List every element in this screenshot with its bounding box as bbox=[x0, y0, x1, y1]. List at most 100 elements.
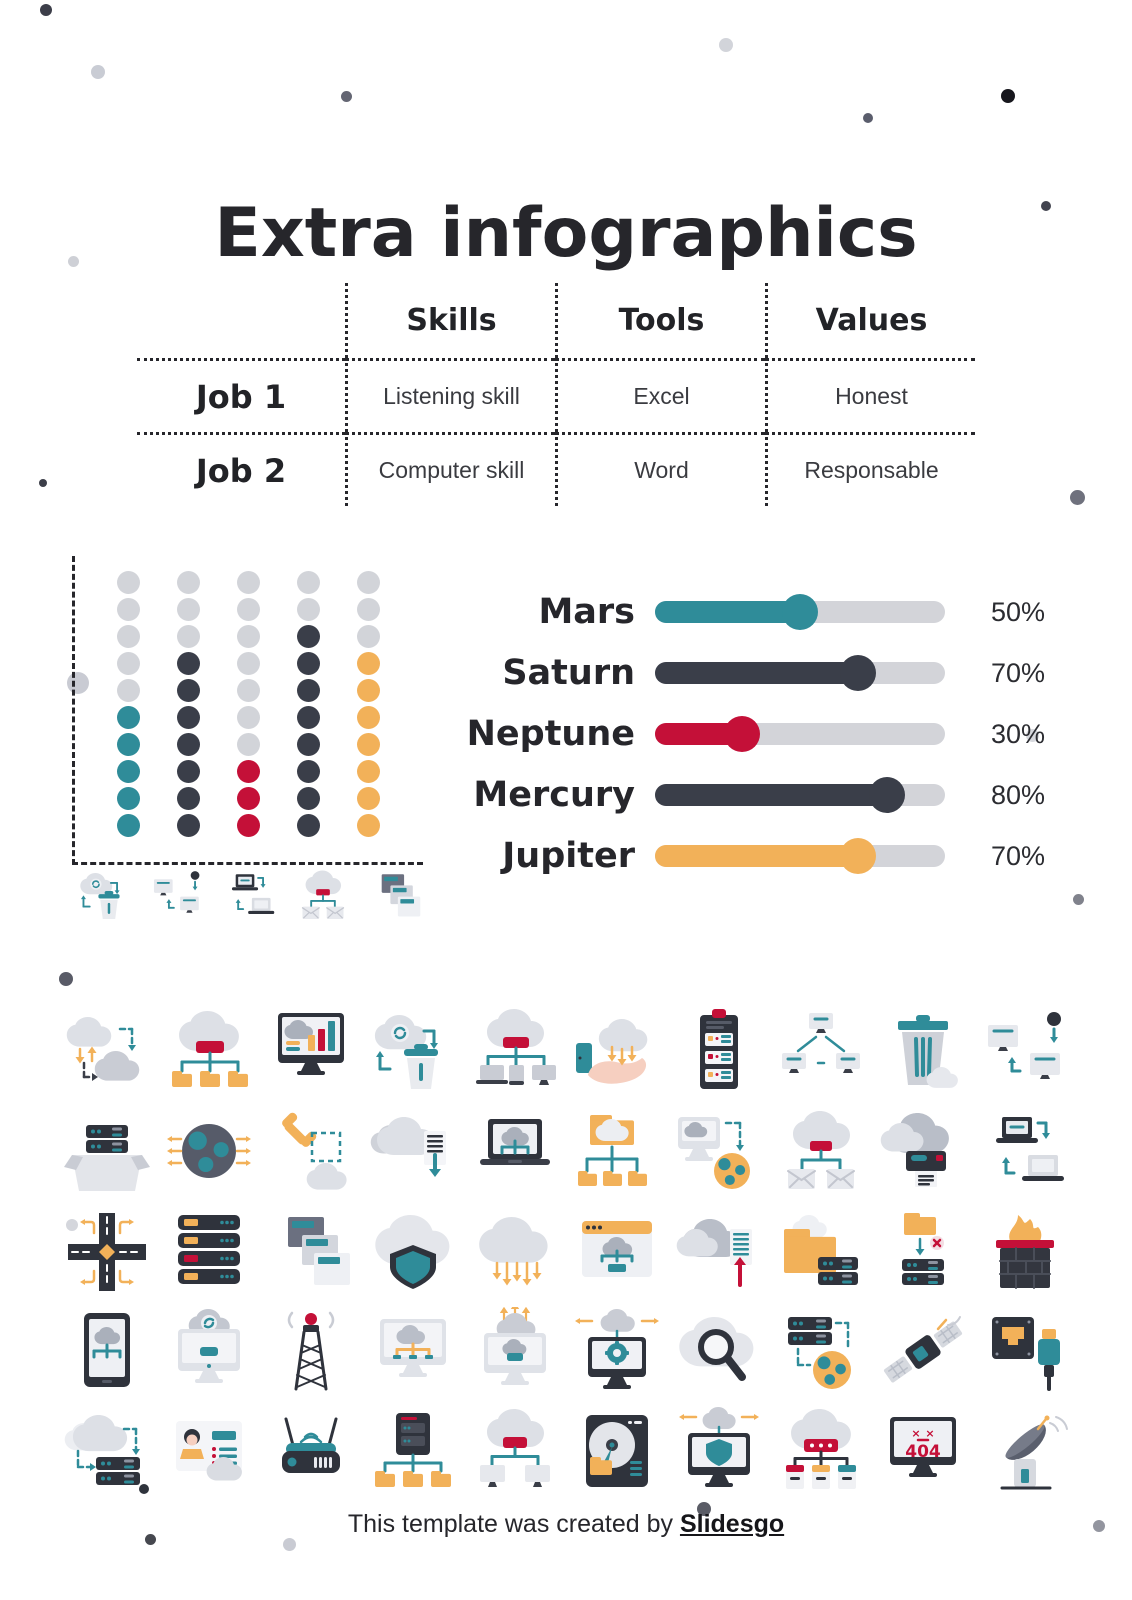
server-unboxing-icon bbox=[62, 1107, 152, 1197]
mini-cloud-mail-tree-icon bbox=[295, 868, 351, 929]
footer-text: This template was created by bbox=[347, 1510, 680, 1538]
tablet-cloud-network-icon bbox=[62, 1307, 152, 1397]
matrix-dot bbox=[116, 733, 140, 757]
slider-track[interactable] bbox=[655, 716, 945, 752]
matrix-dot bbox=[296, 651, 320, 675]
slider-fill bbox=[655, 601, 800, 623]
matrix-dot bbox=[176, 733, 200, 757]
matrix-dot bbox=[356, 624, 380, 648]
decorative-dot bbox=[1073, 894, 1084, 905]
matrix-dot bbox=[296, 678, 320, 702]
matrix-dot bbox=[236, 733, 260, 757]
table-header-skills: Skills bbox=[345, 283, 555, 358]
slider-track[interactable] bbox=[655, 594, 945, 630]
slider-knob[interactable] bbox=[840, 655, 876, 691]
firewall-fire-icon bbox=[980, 1207, 1070, 1297]
table-cell-job1-values: Honest bbox=[765, 358, 975, 432]
matrix-dot bbox=[236, 570, 260, 594]
mini-cloud-sync-trash-icon bbox=[76, 868, 132, 929]
slider-row-mercury: Mercury 80% bbox=[430, 773, 1071, 817]
decorative-dot bbox=[145, 1534, 156, 1545]
slider-fill bbox=[655, 784, 887, 806]
slider-fill bbox=[655, 845, 858, 867]
slider-value: 70% bbox=[991, 657, 1046, 688]
laptops-sync-icon bbox=[980, 1107, 1070, 1197]
matrix-dot bbox=[176, 706, 200, 729]
page-title: Extra infographics bbox=[214, 193, 918, 273]
matrix-dot bbox=[116, 760, 140, 784]
matrix-dot bbox=[296, 760, 320, 784]
matrix-dot bbox=[236, 814, 260, 838]
table-cell-job2-skills: Computer skill bbox=[345, 432, 555, 506]
decorative-dot bbox=[1093, 1520, 1105, 1532]
cloud-exchange-icon bbox=[62, 1007, 152, 1097]
table-cell-job1-skills: Listening skill bbox=[345, 358, 555, 432]
slider-knob[interactable] bbox=[840, 838, 876, 874]
matrix-dot bbox=[116, 678, 140, 702]
monitor-shield-cloud-icon bbox=[674, 1407, 764, 1497]
mini-laptops-sync-icon bbox=[222, 868, 278, 929]
globe-circuit-icon bbox=[164, 1107, 254, 1197]
matrix-dot bbox=[236, 678, 260, 702]
table-corner bbox=[137, 283, 345, 358]
hdd-folder-icon bbox=[572, 1407, 662, 1497]
satellite-dish-icon bbox=[980, 1407, 1070, 1497]
matrix-dot bbox=[236, 787, 260, 811]
matrix-dot bbox=[356, 678, 380, 702]
decorative-dot bbox=[863, 113, 873, 123]
decorative-dot bbox=[39, 479, 47, 487]
slider-label: Saturn bbox=[502, 653, 635, 693]
matrix-dot bbox=[296, 570, 320, 594]
slider-row-mars: Mars 50% bbox=[430, 590, 1071, 634]
matrix-dot bbox=[356, 570, 380, 594]
slider-knob[interactable] bbox=[869, 777, 905, 813]
cloud-server-link-icon bbox=[62, 1407, 152, 1497]
matrix-dot bbox=[236, 760, 260, 784]
slider-track[interactable] bbox=[655, 777, 945, 813]
table-row-label-job1: Job 1 bbox=[137, 358, 345, 432]
matrix-dot bbox=[356, 733, 380, 757]
slider-fill bbox=[655, 723, 742, 745]
road-circuit-icon bbox=[62, 1207, 152, 1297]
slidesgo-link[interactable]: Slidesgo bbox=[679, 1510, 785, 1538]
table-header-tools: Tools bbox=[555, 283, 765, 358]
matrix-dot bbox=[296, 597, 320, 621]
phone-cloud-link-icon bbox=[266, 1107, 356, 1197]
decorative-dot bbox=[1001, 89, 1015, 103]
matrix-dot bbox=[296, 624, 320, 648]
cloud-doc-upload-icon bbox=[674, 1207, 764, 1297]
matrix-dot bbox=[116, 814, 140, 838]
server-rack-icon bbox=[164, 1207, 254, 1297]
monitor-analytics-icon bbox=[266, 1007, 356, 1097]
decorative-dot bbox=[59, 972, 73, 986]
slider-label: Neptune bbox=[466, 714, 635, 754]
matrix-dot bbox=[356, 706, 380, 729]
mini-windows-stack-icon bbox=[368, 868, 424, 929]
matrix-dot bbox=[176, 814, 200, 838]
matrix-dot bbox=[116, 570, 140, 594]
cloud-folder-tree-icon bbox=[164, 1007, 254, 1097]
slider-track[interactable] bbox=[655, 838, 945, 874]
cloud-device-tree-icon bbox=[470, 1007, 560, 1097]
matrix-dot bbox=[296, 706, 320, 729]
dot-matrix-category-icons bbox=[76, 868, 424, 929]
monitor-gear-cloud-icon bbox=[572, 1307, 662, 1397]
slider-knob[interactable] bbox=[782, 594, 818, 630]
signal-tower-icon bbox=[266, 1307, 356, 1397]
monitor-cloud-tree-icon bbox=[368, 1307, 458, 1397]
matrix-dot bbox=[176, 624, 200, 648]
matrix-dot bbox=[356, 597, 380, 621]
cloud-node-tree-icon bbox=[776, 1407, 866, 1497]
matrix-dot bbox=[116, 787, 140, 811]
matrix-dot bbox=[116, 597, 140, 621]
cloud-monitors-tree-icon bbox=[470, 1407, 560, 1497]
matrix-dot bbox=[176, 597, 200, 621]
slider-row-saturn: Saturn 70% bbox=[430, 651, 1071, 695]
slider-value: 80% bbox=[991, 779, 1046, 810]
matrix-dot bbox=[236, 597, 260, 621]
slider-track[interactable] bbox=[655, 655, 945, 691]
slider-knob[interactable] bbox=[724, 716, 760, 752]
decorative-dot bbox=[283, 1538, 296, 1551]
slider-label: Mars bbox=[538, 592, 635, 632]
matrix-dot bbox=[176, 651, 200, 675]
